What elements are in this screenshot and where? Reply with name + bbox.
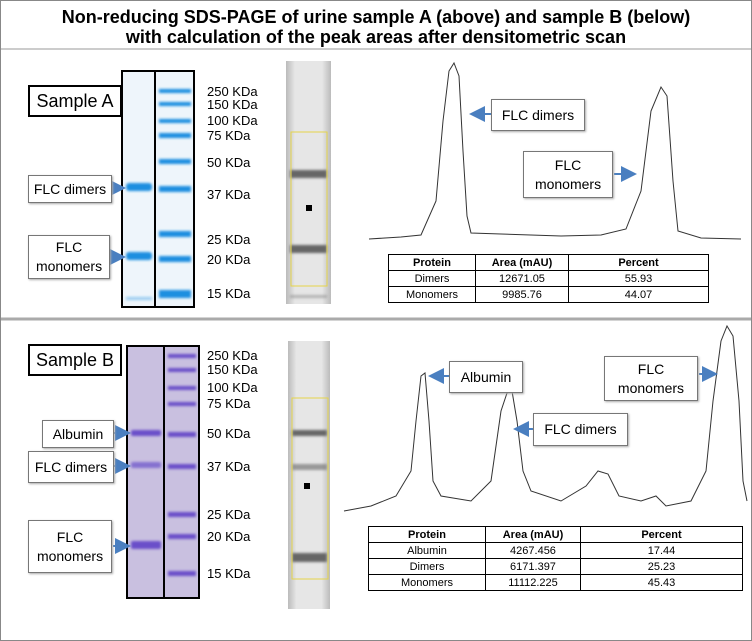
marker-label: 25 KDa [207,232,251,247]
table-header: Area (mAU) [475,254,569,271]
peak-table: Protein Area (mAU) Percent Albumin 4267.456… [368,526,743,591]
peak-label: FLC monomers [604,356,698,401]
table-cell: 44.07 [568,286,709,303]
sample-label: Sample B [28,344,122,376]
table-cell: 12671.05 [475,270,569,287]
marker-label: 50 KDa [207,155,251,170]
table-cell: 45.43 [580,574,743,591]
table-header: Area (mAU) [485,526,581,543]
marker-label: 37 KDa [207,187,251,202]
peak-label: FLC monomers [523,151,613,198]
band-label: FLC dimers [28,175,112,203]
table-cell: 6171.397 [485,558,581,575]
title: with calculation of the peak areas after… [125,27,627,47]
densitometric-trace [368,61,742,240]
marker-label: 75 KDa [207,396,251,411]
table-header: Protein [368,526,486,543]
table-cell: 11112.225 [485,574,581,591]
marker-label: 150 KDa [207,362,258,377]
table-cell: Monomers [388,286,476,303]
scan-strip-b [288,341,330,609]
table-cell: 9985.76 [475,286,569,303]
marker-label: 150 KDa [207,97,258,112]
marker-label: 75 KDa [207,128,251,143]
marker-label: 50 KDa [207,426,251,441]
marker-label: 25 KDa [207,507,251,522]
peak-label: FLC dimers [491,99,585,131]
marker-label: 100 KDa [207,380,258,395]
table-header: Percent [568,254,709,271]
marker-label: 15 KDa [207,566,251,581]
title: Non-reducing SDS-PAGE of urine sample A … [61,7,691,27]
sample-label: Sample A [28,85,122,117]
peak-label: FLC dimers [533,413,628,446]
table-cell: Dimers [388,270,476,287]
arrows [110,106,718,554]
band-label: FLC monomers [28,520,112,573]
table-cell: 55.93 [568,270,709,287]
table-cell: 4267.456 [485,542,581,559]
marker-label: 250 KDa [207,84,258,99]
scan-strip-a [286,61,331,304]
marker-label: 15 KDa [207,286,251,301]
gel-b [126,345,200,599]
marker-label: 37 KDa [207,459,251,474]
table-header: Protein [388,254,476,271]
table-cell: 17.44 [580,542,743,559]
peak-table: Protein Area (mAU) Percent Dimers 12671.05 5… [388,254,709,303]
table-cell: Dimers [368,558,486,575]
marker-label: 20 KDa [207,252,251,267]
gel-a [121,70,195,308]
table-cell: 25.23 [580,558,743,575]
marker-label: 250 KDa [207,348,258,363]
table-cell: Monomers [368,574,486,591]
band-label: FLC monomers [28,235,110,279]
table-cell: Albumin [368,542,486,559]
peak-label: Albumin [449,361,523,393]
marker-label: 100 KDa [207,113,258,128]
table-header: Percent [580,526,743,543]
marker-label: 20 KDa [207,529,251,544]
band-label: FLC dimers [28,451,114,483]
band-label: Albumin [42,420,114,448]
